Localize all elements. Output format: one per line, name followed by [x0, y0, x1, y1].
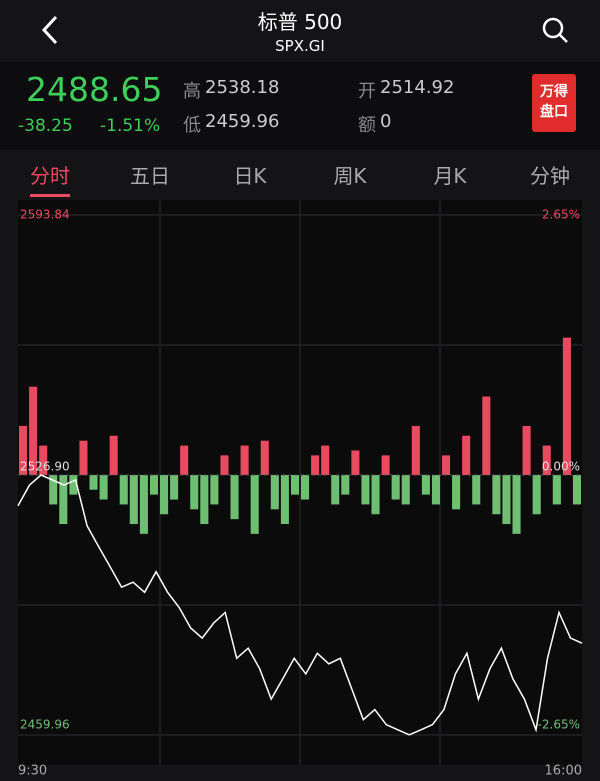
bar [401, 475, 410, 505]
x-tick-label: 9:30 [18, 764, 47, 779]
bar [341, 475, 350, 495]
back-button[interactable] [38, 14, 62, 46]
low-label: 低 [183, 115, 201, 136]
quote-panel [0, 62, 600, 150]
y-tick-label: 2526.90 [20, 460, 70, 474]
bar [351, 450, 360, 475]
bar [39, 445, 48, 475]
bar [210, 475, 219, 505]
tab[interactable]: 日K [233, 164, 267, 188]
bar [69, 475, 78, 495]
badge[interactable]: 万得 盘口 [532, 74, 576, 132]
bar [19, 425, 28, 475]
bar [492, 475, 501, 515]
change: -38.25 [18, 116, 73, 136]
bar [462, 435, 471, 475]
bar [119, 475, 128, 505]
bar [502, 475, 511, 525]
bar [411, 425, 420, 475]
bar [572, 475, 581, 505]
y-tick-label: 2459.96 [20, 718, 70, 732]
tab-underline [30, 194, 70, 197]
high: 2538.18 [205, 77, 280, 98]
bar [29, 386, 38, 475]
bar [301, 475, 310, 500]
tab[interactable]: 五日 [130, 164, 170, 188]
bar [270, 475, 279, 510]
bar [49, 475, 58, 505]
low: 2459.96 [205, 111, 280, 132]
tab-bar: 分时 五日 日K 周K 月K 分钟 [0, 150, 600, 198]
price: 2488.65 [26, 70, 163, 109]
bar [331, 475, 340, 505]
amount-label: 额 [358, 115, 376, 136]
bar [512, 475, 521, 534]
bar [472, 475, 481, 505]
bar [190, 475, 199, 510]
bar [442, 455, 451, 475]
tab[interactable]: 月K [433, 164, 467, 188]
amount: 0 [380, 111, 392, 132]
bar [482, 396, 491, 475]
bar [381, 455, 390, 475]
y-tick-label: 2593.84 [20, 208, 70, 222]
bar [542, 445, 551, 475]
y2-tick-label: -2.65% [538, 718, 580, 732]
tab[interactable]: 分时 [30, 164, 70, 188]
bar [421, 475, 430, 495]
bar [391, 475, 400, 500]
x-tick-label: 16:00 [545, 764, 582, 779]
bar [321, 445, 330, 475]
bar [522, 425, 531, 475]
bar [371, 475, 380, 515]
bar [170, 475, 179, 500]
bar [180, 445, 189, 475]
bar [99, 475, 108, 500]
bar [109, 435, 118, 475]
bar [452, 475, 461, 510]
bar [220, 455, 229, 475]
tab[interactable]: 周K [333, 164, 367, 188]
bar [230, 475, 239, 520]
bar [79, 440, 88, 475]
bar [240, 445, 249, 475]
y2-tick-label: 0.00% [542, 460, 580, 474]
bar [260, 440, 269, 475]
bar [431, 475, 440, 505]
bar [290, 475, 299, 495]
bar [89, 475, 98, 490]
open-label: 开 [358, 81, 376, 102]
bar [160, 475, 169, 515]
bar [361, 475, 370, 505]
open: 2514.92 [380, 77, 455, 98]
chart: 2459.96 2526.90 2593.84 -2.65% 0.00% 2.65% 9:3… [17, 200, 583, 779]
bar [200, 475, 209, 525]
search-button[interactable] [540, 15, 570, 45]
badge-line: 盘口 [540, 104, 568, 120]
tab[interactable]: 分钟 [530, 164, 570, 188]
bar [139, 475, 148, 534]
bar [250, 475, 259, 534]
high-label: 高 [183, 81, 201, 102]
bar [532, 475, 541, 515]
badge-line: 万得 [540, 84, 568, 100]
title: 标普 500 [257, 10, 343, 34]
y2-tick-label: 2.65% [542, 208, 580, 222]
change-pct: -1.51% [100, 116, 161, 136]
bar [311, 455, 320, 475]
bar [129, 475, 138, 525]
subtitle: SPX.GI [275, 37, 325, 55]
bar [149, 475, 158, 495]
bar [562, 337, 571, 475]
bar [59, 475, 68, 525]
bar [552, 475, 561, 505]
bar [280, 475, 289, 525]
price-line [17, 474, 583, 736]
